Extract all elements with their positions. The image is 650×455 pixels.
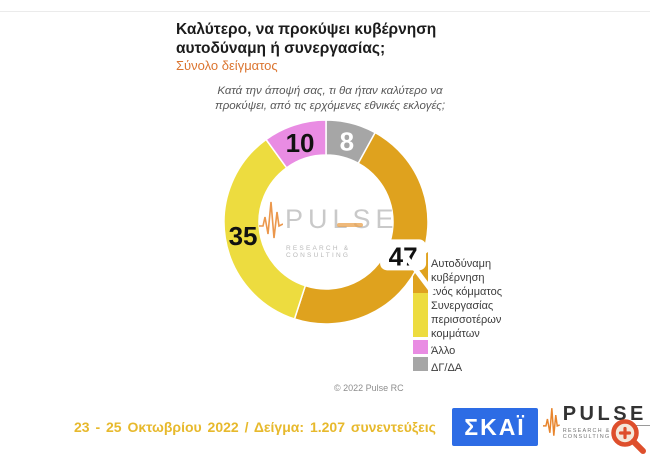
zoom-in-magnifier-icon[interactable]	[607, 417, 649, 455]
value-label-background	[380, 239, 427, 271]
donut-segment-10	[264, 119, 327, 169]
pulse-logo-rule	[634, 425, 650, 426]
pulse-watermark: PULSE RESEARCH & CONSULTING	[259, 196, 409, 259]
donut-value-label: 10	[286, 128, 315, 158]
waveform-icon	[259, 201, 283, 239]
donut-segment-35	[223, 138, 307, 320]
donut-segment-47	[293, 131, 429, 325]
legend-label-line: περισσοτέρων	[431, 314, 502, 326]
donut-chart-container: 8 47 35 10	[223, 119, 429, 325]
survey-question: Κατά την άποψή σας, τι θα ήταν καλύτερο …	[170, 84, 490, 114]
page-title: Καλύτερο, να προκύψει κυβέρνηση αυτοδύνα…	[176, 20, 436, 58]
page-title-line2: αυτοδύναμη ή συνεργασίας;	[176, 40, 386, 57]
skai-logo-text: ΣΚΑΪ	[464, 413, 526, 440]
page-title-line1: Καλύτερο, να προκύψει κυβέρνηση	[176, 21, 437, 38]
skai-logo: ΣΚΑΪ	[452, 408, 538, 446]
copyright-note: © 2022 Pulse RC	[334, 383, 404, 393]
watermark-orange-mark	[337, 223, 363, 227]
legend-label-line: κυβέρνηση	[431, 272, 485, 284]
donut-value-label: 35	[229, 221, 258, 251]
legend-label-line: ΔΓ/ΔΑ	[431, 362, 463, 374]
legend-swatch-synergasias	[413, 293, 428, 337]
watermark-tagline: RESEARCH & CONSULTING	[286, 245, 351, 259]
legend-labels: Αυτοδύναμη κυβέρνηση ενός κόμματος Συνερ…	[431, 257, 502, 375]
legend-label-line: ενός κόμματος	[431, 286, 503, 298]
top-divider	[0, 11, 650, 12]
legend-label-line: Συνεργασίας	[431, 300, 494, 312]
legend-swatch-dgda	[413, 357, 428, 371]
survey-question-line1: Κατά την άποψή σας, τι θα ήταν καλύτερο …	[217, 85, 443, 97]
sample-subtitle: Σύνολο δείγματος	[176, 58, 278, 73]
legend-label-line: Αυτοδύναμη	[431, 258, 492, 270]
pulse-logo-tagline: RESEARCH & CONSULTING	[562, 428, 611, 440]
legend-swatch-allo	[413, 340, 428, 354]
legend-label-line: Άλλο	[431, 345, 456, 357]
donut-value-label: 8	[340, 127, 354, 157]
survey-question-line2: προκύψει, από τις ερχόμενες εθνικές εκλο…	[214, 100, 446, 112]
footer-sample-note: 23 - 25 Οκτωβρίου 2022 / Δείγμα: 1.207 σ…	[74, 419, 436, 435]
watermark-name: PULSE	[285, 203, 399, 234]
legend-label-line: κομμάτων	[431, 328, 480, 340]
waveform-icon	[543, 408, 560, 436]
